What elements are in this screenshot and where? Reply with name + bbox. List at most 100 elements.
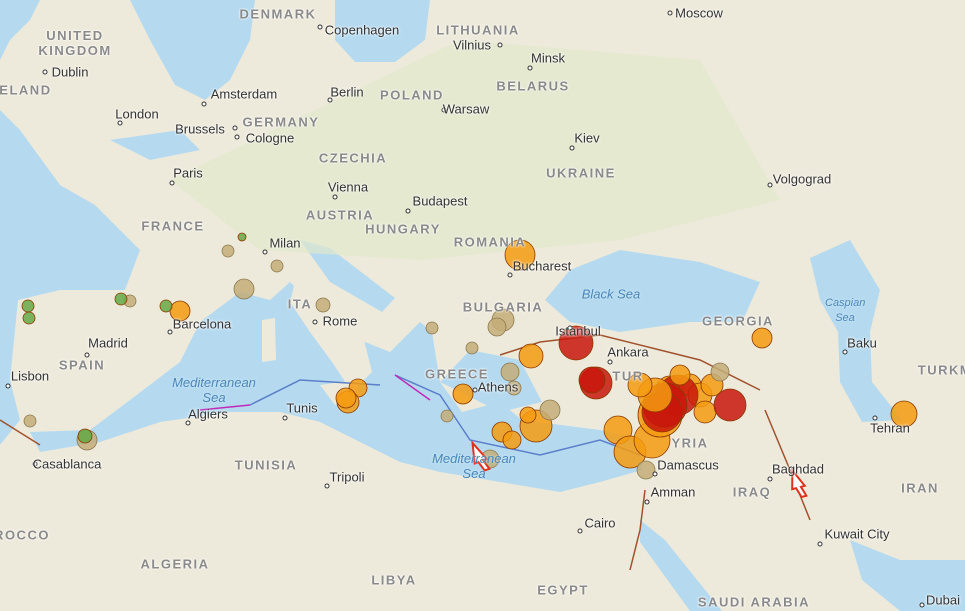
city-dot	[919, 602, 925, 608]
city-dot	[767, 476, 773, 482]
country-label: TUR	[612, 368, 644, 384]
city-label: Budapest	[412, 193, 468, 209]
city-label: Minsk	[531, 50, 565, 66]
city-label: Tunis	[286, 400, 318, 416]
terrain	[170, 40, 780, 260]
city-dot	[282, 415, 288, 421]
country-label: LIBYA	[371, 572, 417, 588]
earthquake-marker[interactable]	[713, 388, 747, 422]
city-dot	[32, 461, 38, 467]
country-label: BELARUS	[496, 78, 570, 94]
earthquake-marker[interactable]	[578, 366, 606, 394]
earthquake-marker[interactable]	[518, 343, 544, 369]
city-label: Lisbon	[10, 368, 50, 384]
earthquake-marker[interactable]	[890, 400, 918, 428]
earthquake-marker[interactable]	[425, 321, 439, 335]
city-label: Amsterdam	[210, 86, 278, 102]
country-label: DENMARK	[239, 6, 317, 22]
earthquake-marker[interactable]	[452, 383, 474, 405]
city-label: Rome	[322, 313, 358, 329]
earthquake-marker[interactable]	[159, 299, 173, 313]
earthquake-marker[interactable]	[221, 244, 235, 258]
earthquake-marker[interactable]	[22, 311, 36, 325]
country-label: IRAQ	[732, 484, 772, 500]
earthquake-marker[interactable]	[519, 406, 537, 424]
earthquake-marker[interactable]	[270, 259, 284, 273]
city-dot	[569, 145, 575, 151]
city-label: Kuwait City	[824, 526, 890, 542]
sea-label: Mediterranean Sea	[432, 451, 516, 481]
earthquake-marker[interactable]	[77, 428, 93, 444]
earthquake-marker[interactable]	[558, 325, 594, 361]
earthquake-marker[interactable]	[21, 299, 35, 313]
city-label: Damascus	[657, 457, 719, 473]
country-label: POLAND	[380, 87, 444, 103]
earthquake-marker[interactable]	[23, 414, 37, 428]
earthquake-marker[interactable]	[506, 380, 522, 396]
arrows	[471, 439, 808, 499]
earthquake-marker[interactable]	[237, 232, 247, 242]
city-label: Vilnius	[452, 37, 492, 53]
city-label: Moscow	[675, 5, 723, 21]
city-dot	[842, 349, 848, 355]
city-dot	[767, 182, 773, 188]
city-dot	[317, 24, 323, 30]
earthquake-marker[interactable]	[440, 409, 454, 423]
city-label: Athens	[477, 379, 519, 395]
country-label: SPAIN	[58, 357, 106, 373]
earthquake-marker[interactable]	[335, 387, 357, 409]
earthquake-marker[interactable]	[169, 300, 191, 322]
city-dot	[332, 194, 338, 200]
city-label: Vienna	[327, 179, 369, 195]
earthquake-marker[interactable]	[465, 341, 479, 355]
earthquake-marker[interactable]	[502, 430, 522, 450]
earthquake-marker[interactable]	[504, 239, 536, 271]
city-label: Madrid	[88, 335, 128, 351]
city-label: Cologne	[245, 130, 295, 146]
country-label: IRAN	[901, 480, 939, 496]
sea-label: Caspian Sea	[825, 297, 866, 324]
city-label: Baku	[847, 335, 877, 351]
earthquake-marker[interactable]	[693, 400, 717, 424]
city-dot	[607, 359, 613, 365]
country-label: UNITED KINGDOM	[38, 28, 112, 58]
city-dot	[42, 69, 48, 75]
earthquake-marker[interactable]	[315, 297, 331, 313]
city-label: Warsaw	[442, 101, 490, 117]
city-label: Cairo	[584, 515, 616, 531]
earthquake-marker[interactable]	[636, 460, 656, 480]
city-dot	[84, 352, 90, 358]
country-label: SAUDI ARABIA	[697, 594, 811, 610]
city-label: Volgograd	[772, 171, 832, 187]
country-label: FRANCE	[141, 218, 205, 234]
city-label: Amman	[650, 484, 696, 500]
country-label: YRIA	[671, 435, 709, 451]
earthquake-markers	[21, 232, 918, 480]
city-dot	[472, 387, 478, 393]
city-dot	[232, 125, 238, 131]
earthquake-marker[interactable]	[669, 364, 691, 386]
city-label: Dublin	[51, 64, 89, 80]
country-label: UKRAINE	[546, 165, 616, 181]
earthquake-marker[interactable]	[710, 362, 730, 382]
earthquake-marker[interactable]	[233, 278, 255, 300]
land	[55, 10, 372, 405]
city-dot	[5, 383, 11, 389]
earthquake-marker[interactable]	[487, 317, 507, 337]
earthquake-marker[interactable]	[114, 292, 128, 306]
city-dot	[667, 10, 673, 16]
city-dot	[201, 101, 207, 107]
city-dot	[169, 180, 175, 186]
earthquake-marker[interactable]	[539, 399, 561, 421]
city-label: Tehran	[870, 420, 910, 436]
country-label: EGYPT	[537, 582, 589, 598]
earthquake-marker[interactable]	[751, 327, 773, 349]
earthquake-marker[interactable]	[627, 372, 653, 398]
city-dot	[652, 471, 658, 477]
city-label: Barcelona	[172, 316, 232, 332]
sea-label: Black Sea	[581, 286, 641, 302]
city-dot	[117, 120, 123, 126]
earthquake-marker[interactable]	[500, 362, 520, 382]
city-label: Paris	[173, 165, 203, 181]
